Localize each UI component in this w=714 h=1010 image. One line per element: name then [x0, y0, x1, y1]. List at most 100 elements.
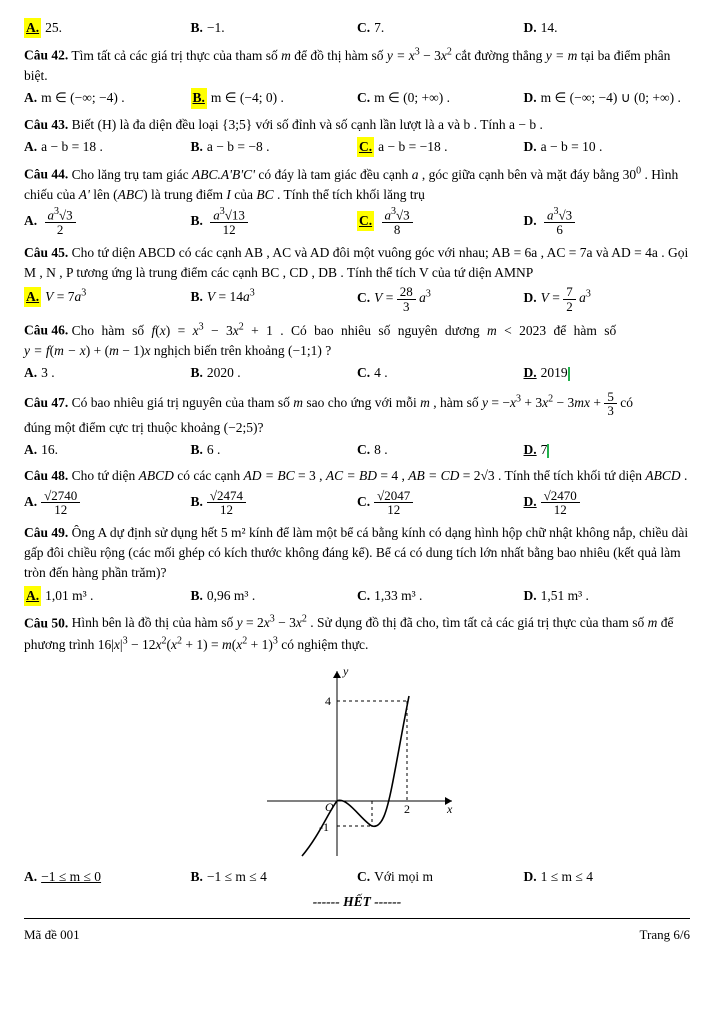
q48-A: A.√274012: [24, 489, 191, 517]
opt-label: D.: [524, 363, 537, 383]
opt-text: 7: [541, 442, 548, 457]
opt-label: C.: [357, 867, 370, 887]
opt-label: B.: [191, 211, 203, 231]
opt-text: 1,51 m³ .: [541, 588, 589, 603]
opt-label: A.: [24, 363, 37, 383]
q49-B: B.0,96 m³ .: [191, 586, 358, 606]
opt-label: B.: [191, 287, 203, 307]
q50-D: D.1 ≤ m ≤ 4: [524, 867, 691, 887]
q47: Câu 47. Có bao nhiêu giá trị nguyên của …: [24, 390, 690, 439]
opt-label: D.: [524, 137, 537, 157]
opt-label: D.: [524, 586, 537, 606]
q-text: Cho lăng trụ tam giác ABC.A'B'C' có đáy …: [24, 167, 678, 202]
frac: √204712: [374, 489, 413, 517]
opt-text: 25.: [45, 20, 62, 35]
q-text: Ông A dự định sử dụng hết 5 m² kính để l…: [24, 525, 688, 581]
num: a3√13: [210, 207, 248, 223]
opt-text: −1.: [207, 20, 225, 35]
opt-text: 8 .: [374, 442, 388, 457]
opt-text: 1,01 m³ .: [45, 588, 93, 603]
num: √2474: [207, 489, 246, 504]
frac: a3√38: [382, 207, 413, 237]
q49-A: A. 1,01 m³ .: [24, 586, 191, 606]
divider: [24, 918, 690, 919]
frac: a3√1312: [210, 207, 248, 237]
q-label: Câu 47.: [24, 395, 68, 410]
opt-text: V = 72 a3: [541, 290, 591, 305]
opt-text: a − b = −18 .: [378, 139, 447, 154]
opt-text: 1,33 m³ .: [374, 588, 422, 603]
opt-text: 4 .: [374, 365, 388, 380]
q47-B: B.6 .: [191, 440, 358, 460]
opt-label: A.: [24, 586, 41, 606]
y4-label: 4: [325, 694, 331, 708]
q-label: Câu 48.: [24, 468, 68, 483]
opt-label: A.: [24, 18, 41, 38]
den: 12: [374, 503, 413, 517]
den: 12: [207, 503, 246, 517]
num: a3√3: [544, 207, 575, 223]
opt-label: C.: [357, 586, 370, 606]
q42-C: C.m ∈ (0; +∞) .: [357, 88, 524, 108]
opt-label: A.: [24, 867, 37, 887]
opt-label: A.: [24, 287, 41, 307]
y-label: y: [342, 664, 349, 678]
footer-right: Trang 6/6: [640, 925, 690, 945]
q43-C: C. a − b = −18 .: [357, 137, 524, 157]
q-text2: đúng một điểm cực trị thuộc khoảng (−2;5…: [24, 420, 264, 435]
q44-C: C. a3√38: [357, 207, 524, 237]
q-label: Câu 46.: [24, 323, 68, 338]
q50-C: C. Với mọi m: [357, 867, 524, 887]
opt-label: A.: [24, 88, 37, 108]
opt-label: B.: [191, 867, 203, 887]
q-text: Cho tứ diện ABCD có các cạnh AD = BC = 3…: [72, 468, 688, 483]
opt-label: D.: [524, 867, 537, 887]
q45-A: A.V = 7a3: [24, 285, 191, 313]
opt-label: D.: [524, 492, 537, 512]
opt-text: a − b = 18 .: [41, 139, 103, 154]
q49-C: C. 1,33 m³ .: [357, 586, 524, 606]
opt-text: 2019: [541, 365, 568, 380]
q46-C: C.4 .: [357, 363, 524, 383]
opt-label: C.: [357, 137, 374, 157]
opt-label: A.: [24, 137, 37, 157]
opt-label: B.: [191, 586, 203, 606]
q49-options: A. 1,01 m³ . B.0,96 m³ . C. 1,33 m³ . D. 1,…: [24, 586, 690, 606]
q48-B: B.√247412: [191, 489, 358, 517]
opt-text: m ∈ (−∞; −4) ∪ (0; +∞) .: [541, 90, 681, 105]
footer-left: Mã đề 001: [24, 925, 80, 945]
opt-label: B.: [191, 440, 203, 460]
q42-A: A.m ∈ (−∞; −4) .: [24, 88, 191, 108]
cursor-icon: [547, 444, 549, 458]
den: 12: [41, 503, 80, 517]
q41-A: A. 25.: [24, 18, 191, 38]
opt-text: a − b = −8 .: [207, 139, 270, 154]
q41-options: A.25. B.−1. C.7. D.14.: [24, 18, 690, 38]
opt-label: B.: [191, 88, 207, 108]
frac: √247012: [541, 489, 580, 517]
den: 2: [45, 223, 76, 237]
q44-D: D. a3√36: [524, 207, 691, 237]
num: √2047: [374, 489, 413, 504]
q47-options: A.16. B.6 . C.8 . D.7: [24, 440, 690, 460]
q-label: Câu 43.: [24, 117, 68, 132]
opt-label: B.: [191, 137, 203, 157]
q49: Câu 49. Ông A dự định sử dụng hết 5 m² k…: [24, 523, 690, 584]
q45-C: C.V = 283 a3: [357, 285, 524, 313]
q45-D: D.V = 72 a3: [524, 285, 691, 313]
opt-text: Với mọi m: [374, 869, 433, 884]
opt-text: 7.: [374, 20, 384, 35]
q46: Câu 46. Cho hàm số f(x) = x3 − 3x2 + 1 .…: [24, 319, 690, 361]
opt-label: D.: [524, 18, 537, 38]
q48-options: A.√274012 B.√247412 C.√204712 D.√247012: [24, 489, 690, 517]
opt-text: V = 283 a3: [374, 290, 431, 305]
q-label: Câu 42.: [24, 48, 68, 63]
num: √2470: [541, 489, 580, 504]
opt-text: m ∈ (0; +∞) .: [374, 90, 450, 105]
q41-D: D.14.: [524, 18, 691, 38]
q46-A: A.3 .: [24, 363, 191, 383]
q44: Câu 44. Cho lăng trụ tam giác ABC.A'B'C'…: [24, 163, 690, 205]
num: a3√3: [45, 207, 76, 223]
opt-label: A.: [24, 440, 37, 460]
opt-label: A.: [24, 211, 37, 231]
